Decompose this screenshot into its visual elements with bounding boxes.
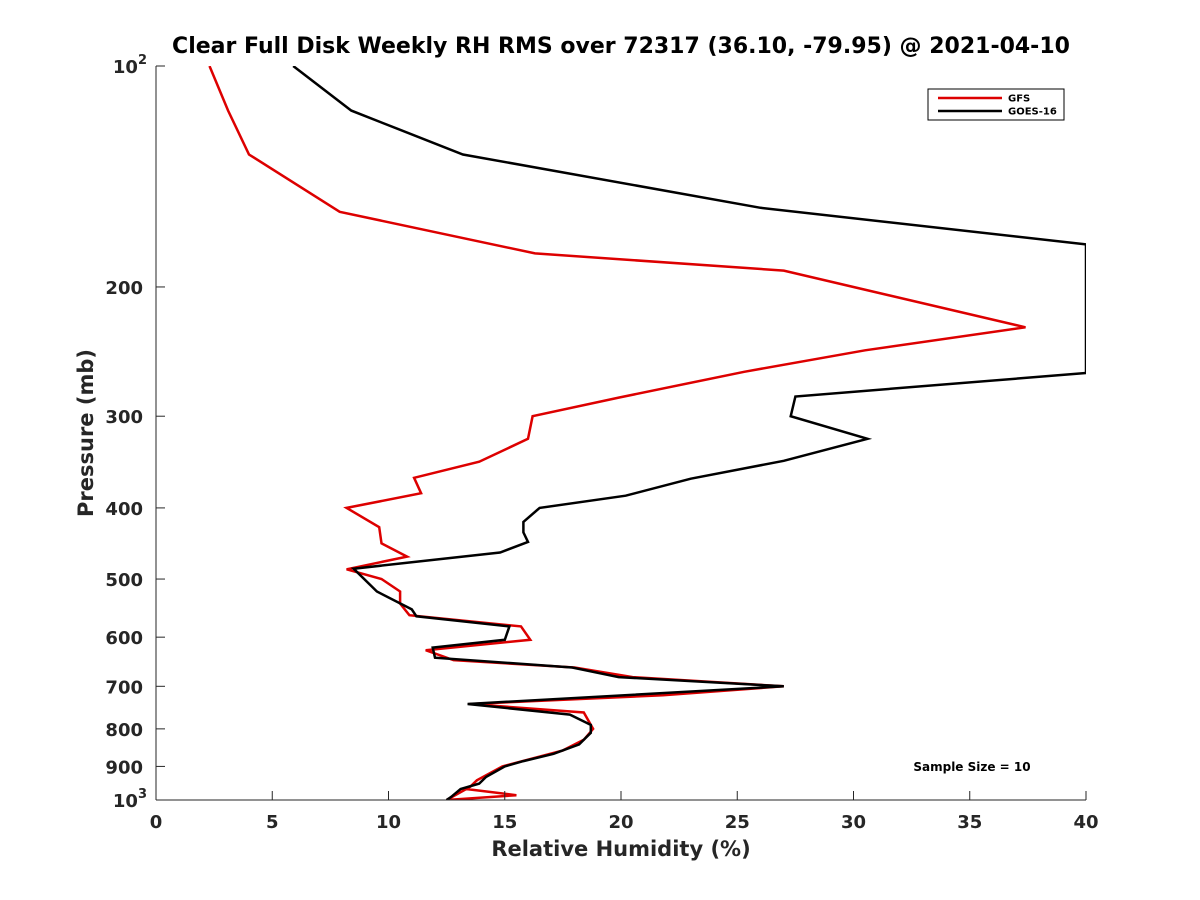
legend-label: GFS — [1008, 94, 1030, 105]
y-axis-ticks: 102 200 300 400 500 600 700 800 900 103 — [105, 53, 165, 812]
y-tick-label: 500 — [105, 570, 143, 591]
chart-title: Clear Full Disk Weekly RH RMS over 72317… — [172, 34, 1070, 59]
x-tick-label: 30 — [841, 812, 866, 833]
x-tick-label: 35 — [957, 812, 982, 833]
legend-label: GOES-16 — [1008, 107, 1057, 118]
series-line-goes-16 — [292, 66, 1086, 800]
series-layer — [208, 66, 1086, 800]
x-axis-ticks: 0 5 10 15 20 25 30 35 40 — [150, 791, 1099, 833]
sample-size-annotation: Sample Size = 10 — [913, 760, 1030, 774]
x-tick-label: 15 — [492, 812, 517, 833]
y-tick-label: 102 — [113, 53, 147, 78]
x-tick-label: 5 — [266, 812, 279, 833]
x-tick-label: 40 — [1073, 812, 1098, 833]
x-tick-label: 20 — [608, 812, 633, 833]
y-tick-label: 300 — [105, 407, 143, 428]
legend-box — [927, 88, 1065, 121]
x-tick-label: 25 — [725, 812, 750, 833]
y-axis-label: Pressure (mb) — [74, 349, 98, 517]
x-tick-label: 10 — [376, 812, 401, 833]
y-tick-label: 900 — [105, 757, 143, 778]
y-tick-label: 700 — [105, 677, 143, 698]
y-tick-label: 800 — [105, 720, 143, 741]
legend: GFS GOES-16 — [927, 88, 1065, 121]
x-tick-label: 0 — [150, 812, 163, 833]
y-tick-label: 103 — [113, 787, 147, 812]
y-tick-label: 400 — [105, 499, 143, 520]
y-tick-label: 200 — [105, 278, 143, 299]
plot-area — [155, 66, 1086, 801]
y-tick-label: 600 — [105, 628, 143, 649]
x-axis-label: Relative Humidity (%) — [491, 837, 750, 861]
plot-background — [156, 66, 1086, 800]
